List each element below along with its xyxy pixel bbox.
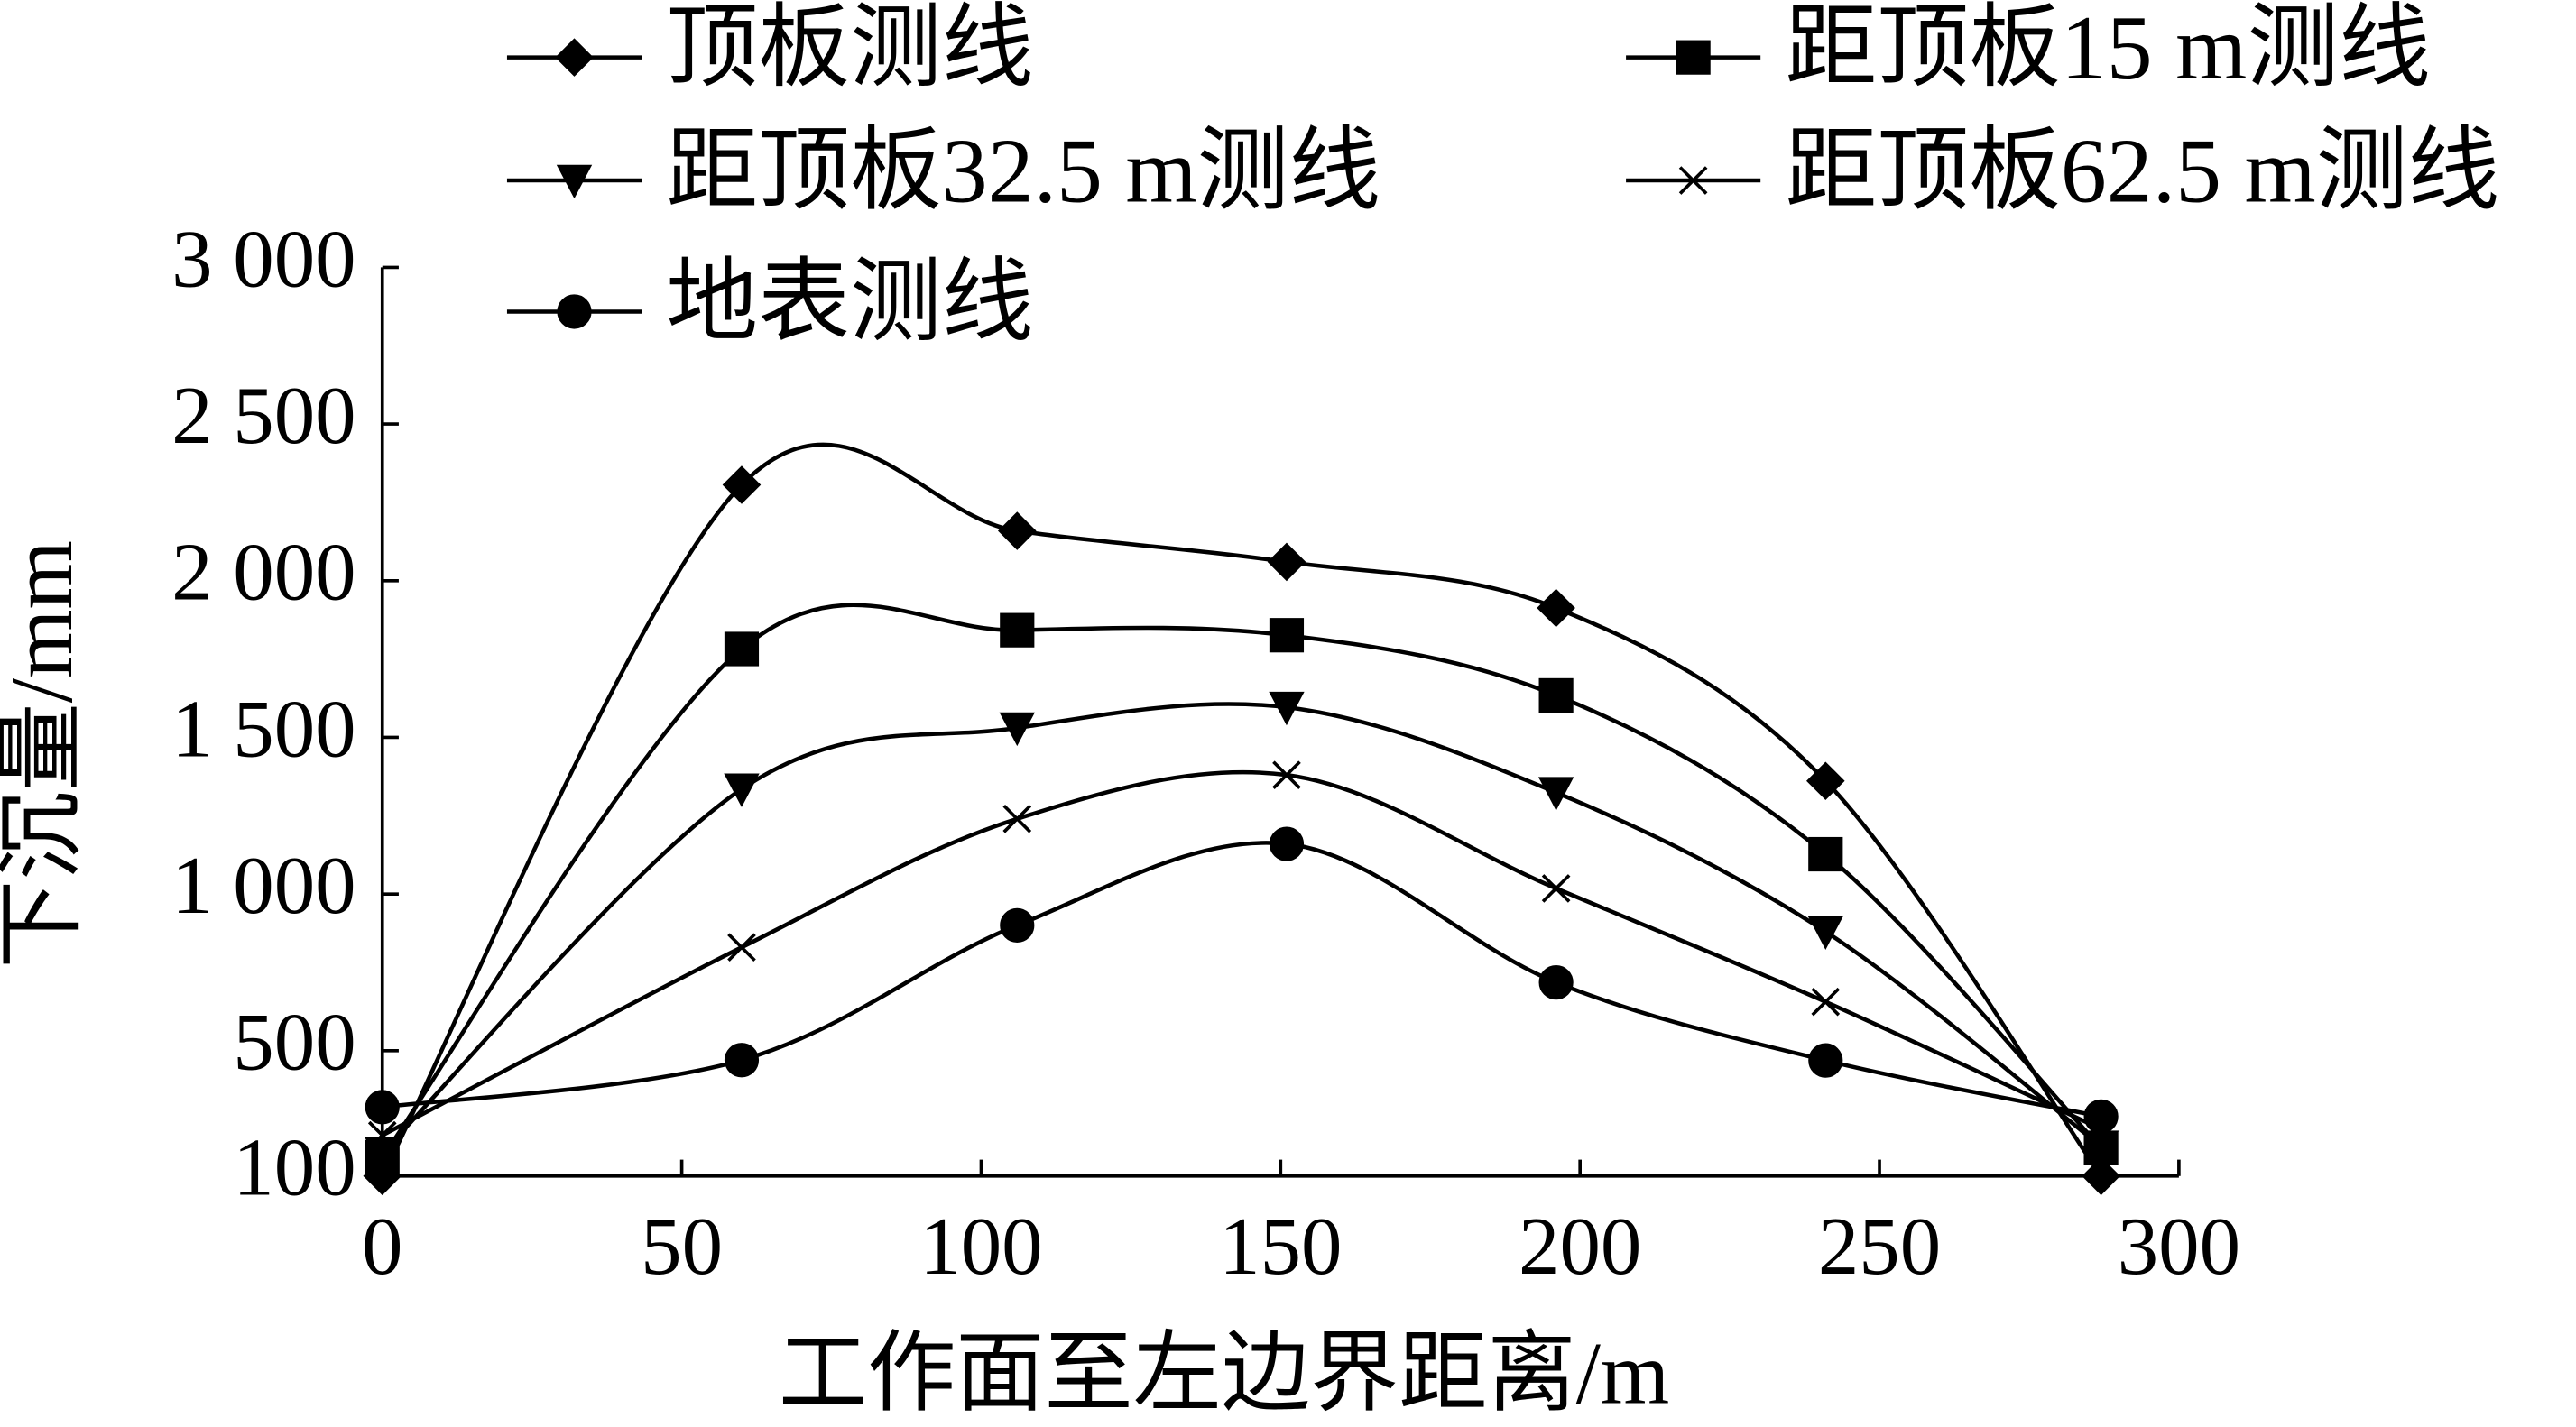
marker <box>1538 677 1574 714</box>
legend-label: 距顶板15 m测线 <box>1785 0 2431 99</box>
marker <box>556 164 593 199</box>
marker <box>997 511 1037 550</box>
marker <box>999 712 1035 747</box>
marker <box>555 38 594 77</box>
series-line <box>382 841 2102 1119</box>
y-tick-label: 2 500 <box>171 370 356 461</box>
legend-label: 地表测线 <box>666 252 1033 354</box>
marker <box>1807 916 1843 950</box>
y-tick-label: 2 000 <box>171 527 356 618</box>
marker <box>1808 1043 1843 1078</box>
legend-item: 距顶板32.5 m测线 <box>506 120 1380 222</box>
marker <box>2082 1156 2120 1196</box>
x-tick-label: 150 <box>1219 1201 1342 1292</box>
marker <box>724 1043 760 1078</box>
marker <box>367 1120 397 1150</box>
legend-label: 顶板测线 <box>666 0 1033 99</box>
x-axis-title: 工作面至左边界距离/m <box>779 1325 1669 1422</box>
marker <box>727 933 756 962</box>
x-tick-label: 300 <box>2118 1201 2240 1292</box>
marker <box>1811 987 1841 1017</box>
y-axis-title: 下沉量/mm <box>0 540 91 969</box>
legend-label: 距顶板32.5 m测线 <box>666 120 1380 222</box>
legend-item: 距顶板62.5 m测线 <box>1626 120 2499 222</box>
marker <box>1806 761 1845 801</box>
marker <box>1537 777 1574 811</box>
x-tick-label: 0 <box>362 1201 402 1292</box>
legend-label: 距顶板62.5 m测线 <box>1785 120 2499 222</box>
marker <box>1541 874 1571 903</box>
x-tick-label: 200 <box>1519 1201 1641 1292</box>
marker <box>1269 691 1305 726</box>
marker <box>1002 804 1032 833</box>
marker <box>1000 907 1035 943</box>
marker <box>365 1090 400 1125</box>
marker <box>1678 166 1708 195</box>
series-line <box>380 442 2103 1178</box>
marker <box>1808 836 1843 872</box>
x-tick-label: 250 <box>1818 1201 1941 1292</box>
marker <box>724 773 760 807</box>
y-tick-label: 1 000 <box>171 840 356 931</box>
y-tick-label: 500 <box>233 997 355 1088</box>
y-tick-label: 3 000 <box>171 213 356 304</box>
marker <box>1269 618 1305 653</box>
marker <box>1676 40 1711 75</box>
marker <box>722 465 762 504</box>
series-line <box>380 603 2103 1159</box>
marker <box>1000 612 1035 648</box>
legend-item: 顶板测线 <box>506 0 1034 99</box>
y-tick-label: 1 500 <box>171 683 356 774</box>
marker <box>2083 1099 2119 1134</box>
legend-item: 地表测线 <box>506 252 1034 354</box>
x-tick-label: 50 <box>641 1201 723 1292</box>
marker <box>724 631 760 667</box>
y-tick-label: 100 <box>233 1122 355 1213</box>
legend-item: 距顶板15 m测线 <box>1626 0 2431 99</box>
marker <box>1272 760 1301 789</box>
x-tick-label: 100 <box>919 1201 1042 1292</box>
marker <box>1538 965 1574 1000</box>
marker <box>1537 588 1575 628</box>
marker <box>557 294 592 329</box>
marker <box>1269 826 1305 861</box>
marker <box>1267 542 1306 582</box>
